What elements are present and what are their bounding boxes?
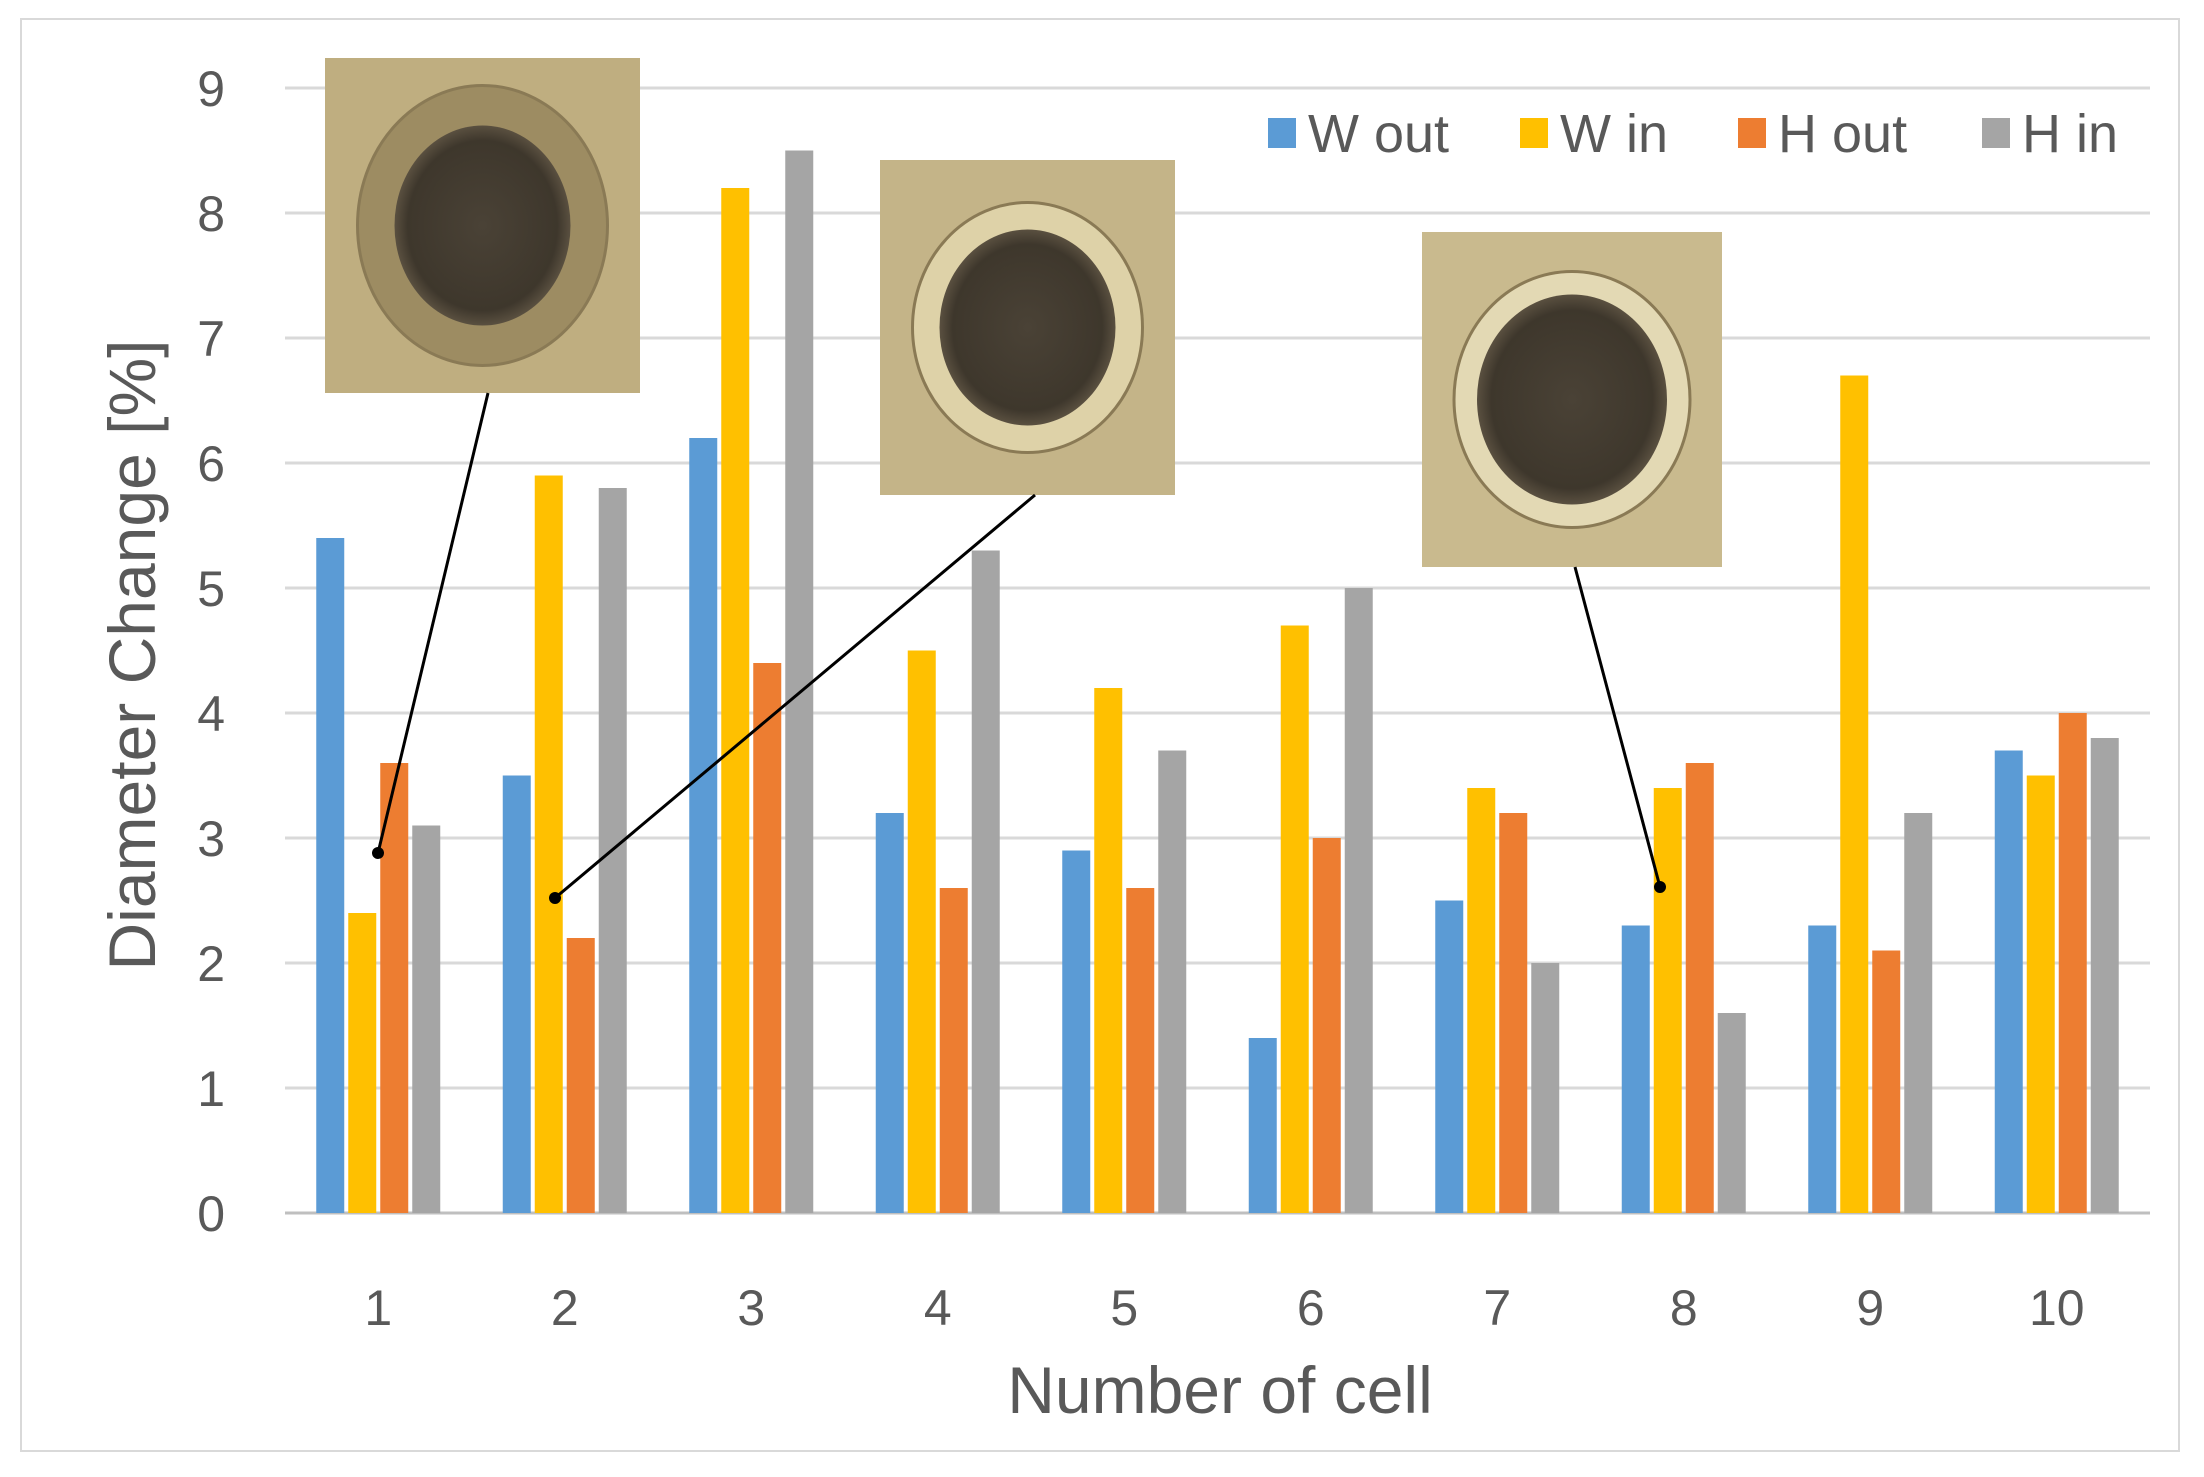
- x-tick-label: 2: [551, 1280, 579, 1336]
- bar-w-out: [316, 538, 345, 1213]
- x-tick-label: 7: [1483, 1280, 1511, 1336]
- x-tick-label: 1: [364, 1280, 392, 1336]
- x-tick-label: 6: [1297, 1280, 1325, 1336]
- bar-w-out: [1062, 850, 1091, 1213]
- cell-hole: [394, 125, 571, 326]
- bar-w-in: [907, 650, 936, 1213]
- y-tick-label: 6: [197, 436, 225, 492]
- y-tick-label: 2: [197, 936, 225, 992]
- y-tick-label: 8: [197, 186, 225, 242]
- cell-hole: [939, 229, 1116, 426]
- bar-h-out: [1126, 888, 1155, 1213]
- bar-w-in: [721, 188, 750, 1213]
- bar-w-in: [1467, 788, 1496, 1213]
- x-tick-label: 5: [1110, 1280, 1138, 1336]
- legend-swatch: [1268, 118, 1296, 148]
- y-tick-label: 9: [197, 61, 225, 117]
- legend-swatch: [1738, 118, 1766, 148]
- bar-h-in: [1904, 813, 1933, 1213]
- leader-dot: [1654, 881, 1666, 893]
- legend-item-h-in: H in: [1982, 104, 2118, 164]
- y-tick-label: 3: [197, 811, 225, 867]
- bar-h-in: [412, 825, 441, 1213]
- leader-dot: [549, 892, 561, 904]
- y-tick-label: 7: [197, 311, 225, 367]
- legend-swatch: [1982, 118, 2010, 148]
- x-axis-label: Number of cell: [1007, 1353, 1433, 1427]
- bar-w-out: [1435, 900, 1464, 1213]
- bar-h-in: [785, 150, 814, 1213]
- bar-w-out: [1621, 925, 1650, 1213]
- bar-w-in: [1094, 688, 1123, 1213]
- bar-h-out: [2058, 713, 2087, 1213]
- bar-w-in: [1280, 625, 1309, 1213]
- bar-w-out: [689, 438, 718, 1213]
- bar-w-in: [1653, 788, 1682, 1213]
- bar-h-out: [1312, 838, 1341, 1213]
- bar-h-out: [1685, 763, 1714, 1213]
- x-tick-label: 8: [1670, 1280, 1698, 1336]
- bar-w-out: [502, 775, 531, 1213]
- inset-images: [325, 58, 1722, 904]
- x-tick-label: 10: [2029, 1280, 2085, 1336]
- bar-w-in: [1840, 375, 1869, 1213]
- bar-h-out: [1872, 950, 1901, 1213]
- x-tick-label: 4: [924, 1280, 952, 1336]
- legend-label: H out: [1778, 104, 1907, 164]
- legend-item-w-in: W in: [1520, 104, 1668, 164]
- bar-h-in: [1344, 588, 1373, 1213]
- inset-micrograph-2: [549, 160, 1175, 904]
- leader-dot: [372, 847, 384, 859]
- leader-line: [1573, 566, 1662, 888]
- bar-h-out: [380, 763, 409, 1213]
- y-tick-label: 5: [197, 561, 225, 617]
- bar-h-in: [1158, 750, 1187, 1213]
- legend: W out W in H out H in: [1268, 104, 2118, 164]
- x-tick-labels: 1 2 3 4 5 6 7 8 9 10: [364, 1280, 2084, 1336]
- bar-w-out: [1808, 925, 1837, 1213]
- bar-w-out: [1994, 750, 2023, 1213]
- bar-w-out: [875, 813, 904, 1213]
- legend-label: W in: [1560, 104, 1668, 164]
- y-tick-labels: 0 1 2 3 4 5 6 7 8 9: [197, 61, 225, 1242]
- legend-item-w-out: W out: [1268, 104, 1449, 164]
- legend-swatch: [1520, 118, 1548, 148]
- inset-micrograph-1: [325, 58, 640, 859]
- y-tick-label: 0: [197, 1186, 225, 1242]
- y-tick-label: 4: [197, 686, 225, 742]
- legend-item-h-out: H out: [1738, 104, 1907, 164]
- y-axis-label: Diameter Change [%]: [95, 340, 169, 971]
- bar-w-in: [348, 913, 377, 1213]
- bar-w-in: [2026, 775, 2055, 1213]
- y-tick-label: 1: [197, 1061, 225, 1117]
- inset-micrograph-3: [1422, 232, 1722, 893]
- bar-h-in: [971, 550, 1000, 1213]
- bar-h-in: [1531, 963, 1560, 1213]
- leader-line: [554, 493, 1036, 900]
- leader-line: [376, 392, 490, 854]
- bar-h-out: [939, 888, 968, 1213]
- bar-h-out: [566, 938, 595, 1213]
- legend-label: W out: [1308, 104, 1449, 164]
- x-tick-label: 3: [737, 1280, 765, 1336]
- bar-w-out: [1248, 1038, 1277, 1213]
- bar-h-out: [1499, 813, 1528, 1213]
- bars: [316, 150, 2119, 1213]
- bar-h-in: [1717, 1013, 1746, 1213]
- cell-hole: [1477, 294, 1667, 505]
- bar-h-out: [753, 663, 782, 1213]
- x-tick-label: 9: [1856, 1280, 1884, 1336]
- bar-w-in: [534, 475, 563, 1213]
- legend-label: H in: [2022, 104, 2118, 164]
- bar-h-in: [2090, 738, 2119, 1213]
